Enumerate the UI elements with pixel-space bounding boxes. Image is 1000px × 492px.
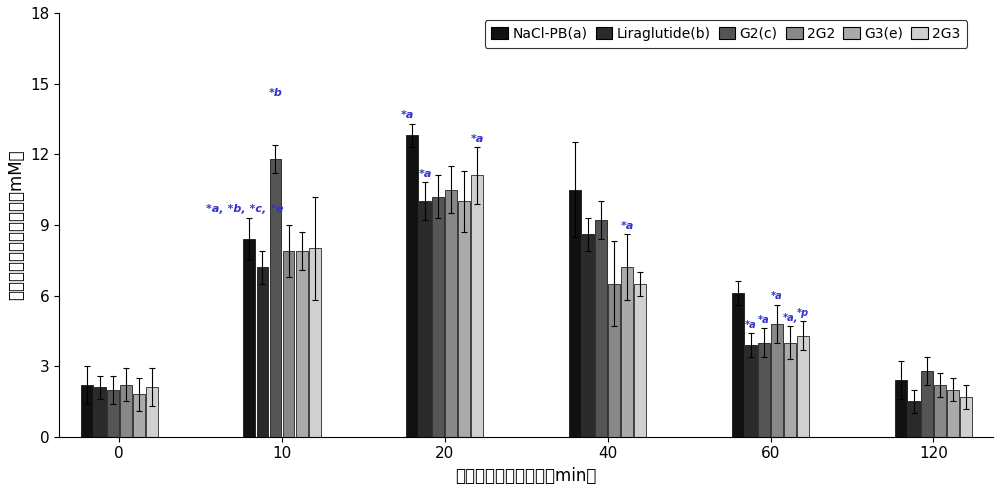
Bar (908, 401, 920, 437)
Text: *a, *b, *c, *e: *a, *b, *c, *e (206, 204, 284, 214)
Text: *b: *b (269, 88, 282, 98)
Bar (960, 397, 972, 437)
Bar (634, 284, 646, 437)
Bar (419, 201, 431, 437)
Bar (243, 239, 255, 437)
Bar (921, 371, 933, 437)
Text: *p: *p (797, 308, 809, 318)
Text: *a: *a (745, 320, 757, 330)
Text: *a: *a (771, 291, 783, 302)
Bar (569, 189, 581, 437)
Text: *a: *a (621, 221, 634, 231)
Bar (582, 234, 594, 437)
Bar (745, 345, 757, 437)
Bar (296, 251, 308, 437)
Y-axis label: 单次糖考量实验血糖值（mM）: 单次糖考量实验血糖值（mM） (7, 150, 25, 300)
Bar (257, 267, 268, 437)
Bar (445, 189, 457, 437)
Text: *a: *a (471, 134, 484, 144)
Bar (732, 293, 744, 437)
Bar (133, 395, 145, 437)
Bar (432, 197, 444, 437)
Bar (771, 324, 783, 437)
Bar (94, 387, 106, 437)
Bar (934, 385, 946, 437)
Bar (283, 251, 294, 437)
Bar (406, 135, 418, 437)
Text: *a: *a (758, 315, 770, 325)
Bar (270, 159, 281, 437)
Bar (608, 284, 620, 437)
Bar (595, 220, 607, 437)
Text: *a: *a (419, 169, 432, 179)
X-axis label: 口服葡萄糖后的时间（min）: 口服葡萄糖后的时间（min） (456, 467, 597, 485)
Bar (758, 342, 770, 437)
Bar (458, 201, 470, 437)
Bar (621, 267, 633, 437)
Bar (309, 248, 321, 437)
Text: *a: *a (401, 110, 415, 120)
Bar (120, 385, 132, 437)
Bar (797, 336, 809, 437)
Text: *a,: *a, (782, 312, 798, 323)
Bar (146, 387, 158, 437)
Legend: NaCl-PB(a), Liraglutide(b), G2(c), 2G2, G3(e), 2G3: NaCl-PB(a), Liraglutide(b), G2(c), 2G2, … (485, 20, 967, 48)
Bar (947, 390, 959, 437)
Bar (81, 385, 93, 437)
Bar (471, 176, 483, 437)
Bar (107, 390, 119, 437)
Bar (895, 380, 907, 437)
Bar (784, 342, 796, 437)
